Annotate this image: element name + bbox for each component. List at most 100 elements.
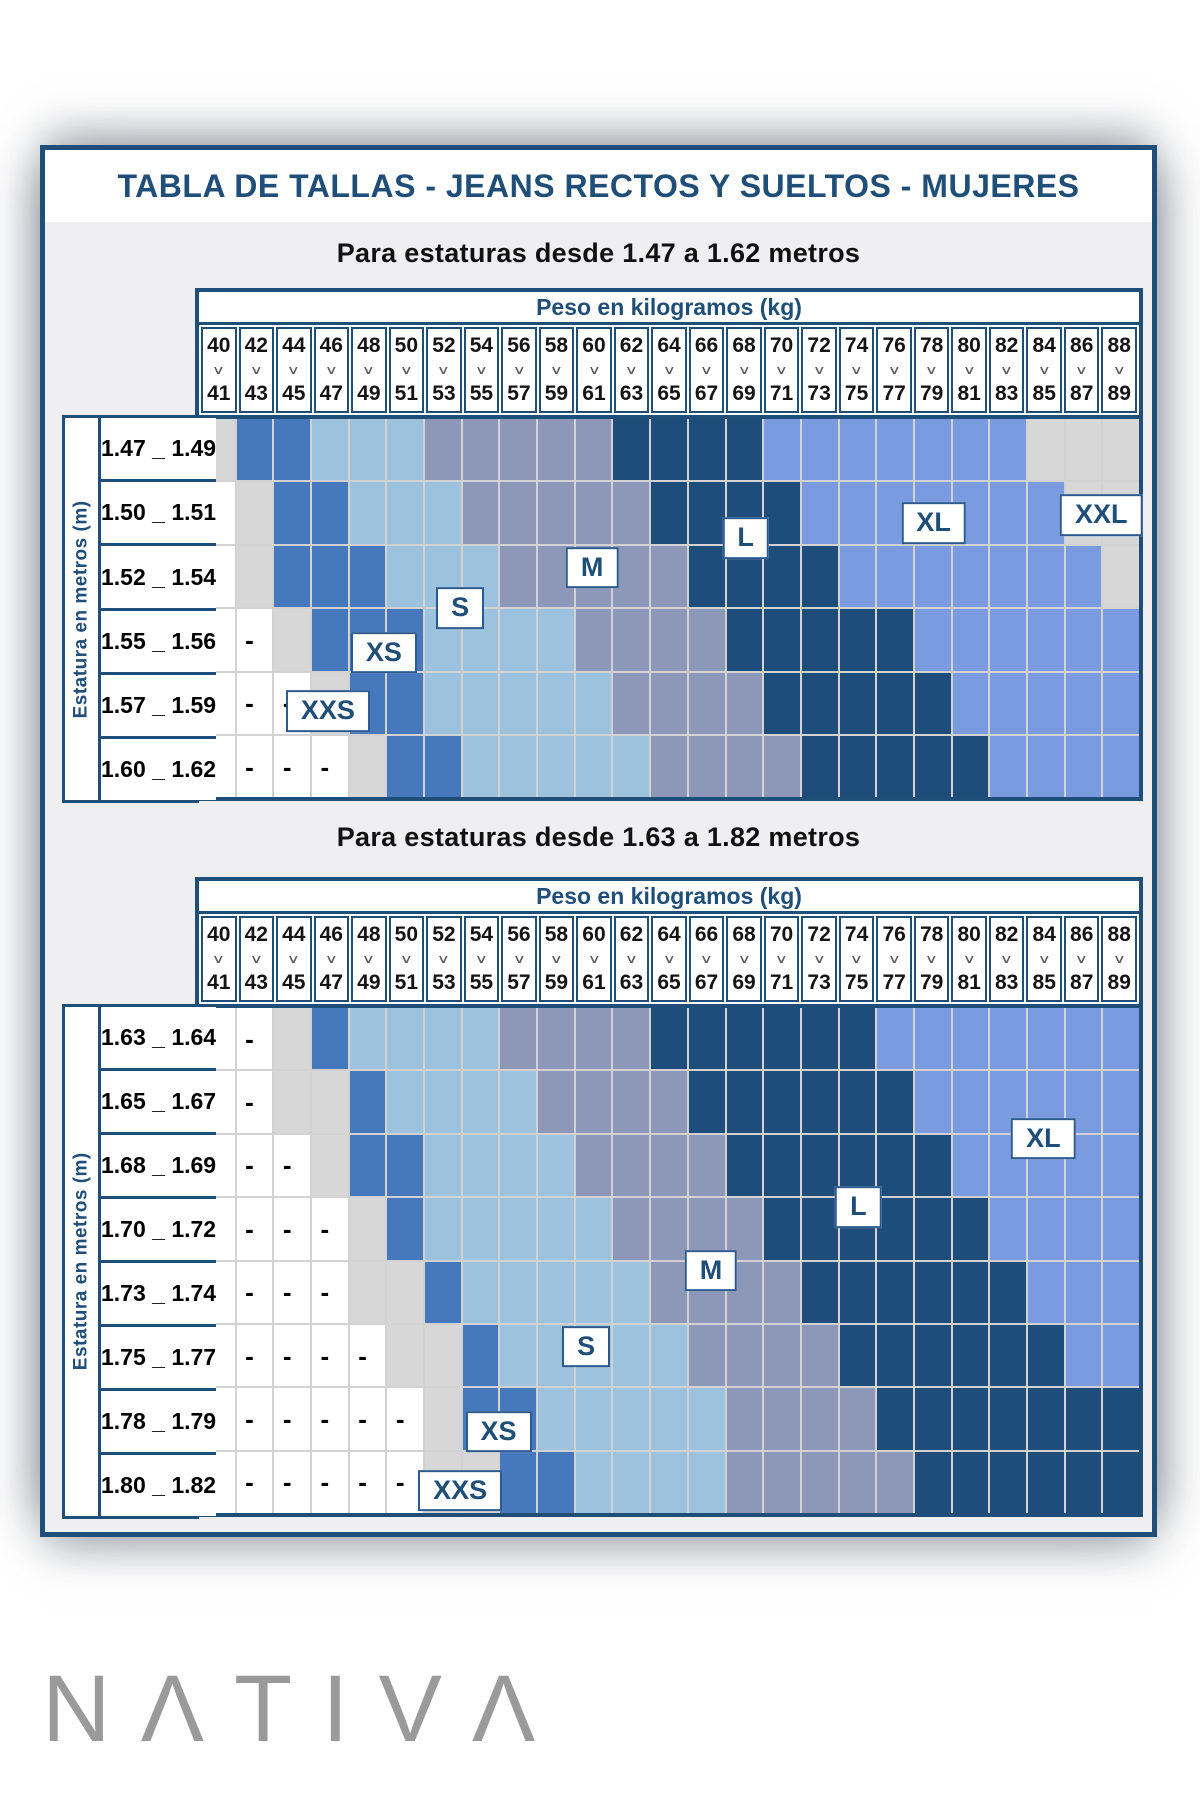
size-cell-r0-c12 — [651, 1008, 687, 1070]
weight-range-60-61: 60 ∨ 61 — [576, 327, 612, 413]
height-range-label: 1.80 _ 1.82 — [101, 1455, 217, 1517]
size-cell-r5-c19 — [914, 735, 951, 798]
weight-grid-panel-1: Peso en kilogramos (kg) 40 ∨ 41 42 ∨ 43 44 ∨ 45 4… — [195, 288, 1143, 802]
size-cell-r5-c3: - — [312, 735, 348, 798]
range-chevron-icon: ∨ — [962, 362, 976, 377]
weight-range-76-77: 76 ∨ 77 — [876, 327, 912, 413]
size-cell-r1-c21 — [990, 482, 1026, 544]
size-cell-r6-c20 — [952, 1388, 989, 1450]
size-cell-r2-c7 — [462, 1134, 499, 1197]
size-cell-r7-c12 — [651, 1451, 687, 1514]
size-cell-r5-c22 — [1027, 1324, 1064, 1387]
size-cell-r5-c5 — [387, 1324, 424, 1387]
size-cell-r0-c10 — [575, 1008, 612, 1070]
size-cell-r4-c6 — [425, 672, 461, 734]
weight-range-40-41: 40 ∨ 41 — [201, 327, 237, 413]
size-cell-r3-c4 — [349, 1198, 386, 1260]
no-size-dash: - — [245, 1277, 254, 1308]
size-cell-r3-c9 — [538, 1198, 574, 1260]
size-cell-r6-c2: - — [274, 1388, 311, 1450]
size-cell-r0-c18 — [877, 1008, 913, 1070]
range-chevron-icon: ∨ — [1112, 362, 1126, 377]
size-cell-r2-c19 — [914, 545, 951, 608]
size-cell-r5-c20 — [952, 735, 989, 798]
size-cell-r3-c17 — [839, 609, 876, 671]
size-cell-r7-c10 — [575, 1451, 612, 1514]
size-cell-r5-c5 — [387, 735, 424, 798]
weight-range-52-53: 52 ∨ 53 — [426, 916, 462, 1002]
size-cell-r5-c4: - — [349, 1324, 386, 1387]
height-range-label: 1.70 _ 1.72 — [101, 1199, 217, 1261]
size-cell-r2-c24 — [1103, 545, 1139, 608]
no-size-dash: - — [282, 1150, 292, 1181]
size-cell-r3-c11 — [613, 1198, 650, 1260]
size-cell-r1-c12 — [651, 1071, 687, 1133]
size-cell-r6-c19 — [914, 1388, 951, 1450]
range-chevron-icon: ∨ — [662, 362, 676, 377]
size-cell-r0-c15 — [764, 1008, 800, 1070]
size-cell-r0-c13 — [688, 1008, 725, 1070]
size-cell-r1-c3 — [312, 482, 348, 544]
size-cell-r1-c10 — [575, 1071, 612, 1133]
size-cell-r5-c20 — [952, 1324, 989, 1387]
range-chevron-icon: ∨ — [1075, 951, 1089, 966]
size-grid-2: -------------------------------- — [199, 1004, 1139, 1514]
weight-range-58-59: 58 ∨ 59 — [538, 916, 575, 1002]
range-chevron-icon: ∨ — [437, 951, 451, 966]
size-cell-r3-c16 — [801, 1198, 838, 1260]
size-cell-r7-c24 — [1103, 1451, 1139, 1514]
size-cell-r7-c14 — [726, 1451, 763, 1514]
height-labels-2: 1.63 _ 1.64 1.65 _ 1.67 1.68 _ 1.69 1.70 _ … — [98, 1007, 217, 1517]
size-cell-r0-c14 — [726, 1008, 763, 1070]
size-cell-r3-c21 — [990, 609, 1026, 671]
range-chevron-icon: ∨ — [812, 951, 826, 966]
no-size-dash: - — [320, 1404, 330, 1435]
size-cell-r6-c11 — [613, 1388, 650, 1450]
size-cell-r1-c8 — [500, 482, 537, 544]
size-cell-r0-c1: - — [236, 1008, 273, 1070]
size-cell-r2-c10 — [575, 1134, 612, 1197]
size-cell-r1-c10 — [575, 482, 612, 544]
size-cell-r2-c23 — [1065, 545, 1102, 608]
size-cell-r2-c18 — [877, 1134, 913, 1197]
weight-range-56-57: 56 ∨ 57 — [501, 327, 537, 413]
size-cell-r6-c22 — [1027, 1388, 1064, 1450]
size-cell-r2-c11 — [613, 545, 650, 608]
size-cell-r5-c14 — [726, 735, 763, 798]
size-cell-r1-c17 — [839, 482, 876, 544]
range-chevron-icon: ∨ — [474, 951, 488, 966]
no-size-dash: - — [245, 1087, 254, 1118]
size-cell-r0-c19 — [914, 1008, 951, 1070]
size-cell-r0-c7 — [462, 419, 499, 481]
size-cell-r2-c13 — [688, 1134, 725, 1197]
size-cell-r0-c10 — [575, 419, 612, 481]
size-cell-r2-c21 — [990, 545, 1026, 608]
size-cell-r0-c5 — [387, 1008, 424, 1070]
range-chevron-icon: ∨ — [1000, 951, 1014, 966]
size-cell-r5-c16 — [801, 735, 838, 798]
size-cell-r5-c18 — [877, 735, 913, 798]
no-size-dash: - — [282, 1404, 292, 1435]
size-cell-r5-c19 — [914, 1324, 951, 1387]
size-cell-r3-c8 — [500, 1198, 537, 1260]
range-chevron-icon: ∨ — [512, 362, 526, 377]
weight-range-76-77: 76 ∨ 77 — [876, 916, 912, 1002]
weight-grid-panel-2: Peso en kilogramos (kg) 40 ∨ 41 42 ∨ 43 44 ∨ 45 4… — [195, 877, 1143, 1518]
weight-range-74-75: 74 ∨ 75 — [838, 327, 875, 413]
size-cell-r4-c19 — [914, 1261, 951, 1323]
size-cell-r3-c24 — [1103, 609, 1139, 671]
size-cell-r0-c20 — [952, 419, 989, 481]
size-cell-r0-c21 — [990, 1008, 1026, 1070]
range-chevron-icon: ∨ — [212, 951, 226, 966]
size-cell-r1-c8 — [500, 1071, 537, 1133]
size-cell-r2-c15 — [764, 545, 800, 608]
size-cell-r1-c12 — [651, 482, 687, 544]
weight-range-44-45: 44 ∨ 45 — [276, 916, 312, 1002]
range-chevron-icon: ∨ — [249, 362, 263, 377]
size-cell-r3-c5 — [387, 1198, 424, 1260]
range-chevron-icon: ∨ — [212, 362, 226, 377]
no-size-dash: - — [282, 751, 292, 782]
weight-range-42-43: 42 ∨ 43 — [238, 916, 275, 1002]
size-cell-r5-c13 — [688, 735, 725, 798]
no-size-dash: - — [282, 1213, 292, 1244]
